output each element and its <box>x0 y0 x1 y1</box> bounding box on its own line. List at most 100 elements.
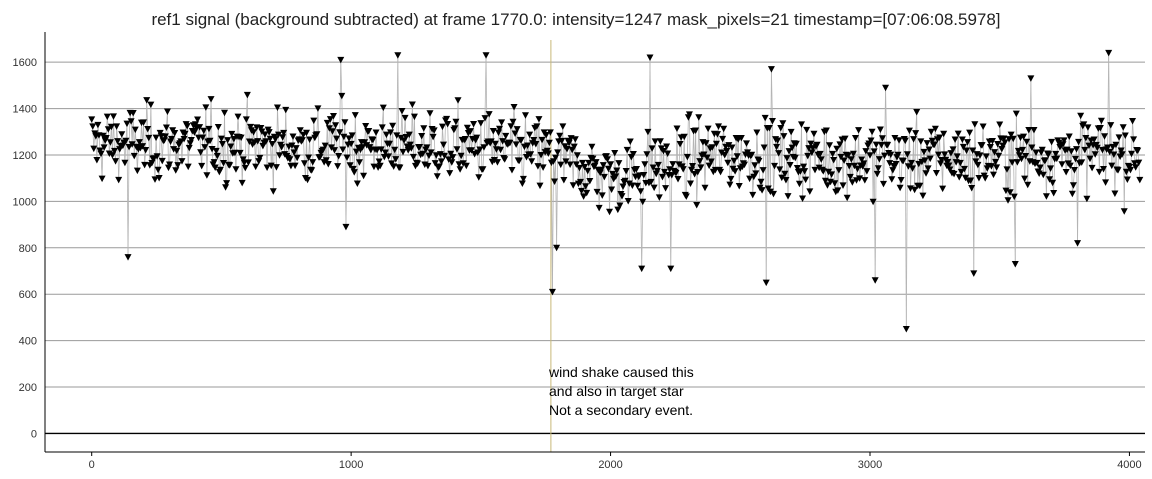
series-connector <box>392 125 395 167</box>
data-point <box>1068 190 1076 198</box>
data-point <box>1030 127 1038 134</box>
data-point <box>172 167 180 174</box>
data-point <box>482 52 490 59</box>
data-point <box>115 176 123 184</box>
data-point <box>940 130 948 138</box>
data-point <box>955 174 963 181</box>
data-point <box>644 128 652 136</box>
data-point <box>208 145 216 153</box>
series-connector <box>1081 125 1084 163</box>
data-point <box>570 143 578 151</box>
series-connector <box>965 150 967 178</box>
series-connector <box>247 141 250 163</box>
data-point <box>663 143 671 150</box>
data-point <box>528 158 536 165</box>
series-connector <box>344 122 347 227</box>
data-point <box>939 185 947 193</box>
series-connector <box>224 112 226 188</box>
data-point <box>262 138 270 145</box>
data-point <box>911 186 919 194</box>
series-connector <box>686 117 689 157</box>
data-point <box>916 182 924 190</box>
data-point <box>871 277 879 284</box>
data-point <box>438 123 446 131</box>
data-point <box>456 166 464 173</box>
data-point <box>639 198 647 206</box>
series-connector <box>574 139 577 165</box>
data-point <box>545 139 553 147</box>
series-connector <box>529 134 532 155</box>
data-point <box>509 118 517 126</box>
data-point <box>227 143 235 150</box>
data-point <box>210 159 218 166</box>
data-point <box>686 180 694 187</box>
data-point <box>869 198 877 206</box>
series-connector <box>885 87 888 145</box>
x-tick-label: 1000 <box>339 459 363 471</box>
data-point <box>861 177 869 184</box>
data-point <box>959 143 967 151</box>
data-point <box>1131 160 1139 167</box>
data-point <box>703 154 711 161</box>
series-connector <box>399 137 402 168</box>
series-connector <box>492 131 495 161</box>
data-point <box>1001 139 1009 146</box>
series-connector <box>345 157 348 227</box>
data-point <box>125 144 133 151</box>
data-point <box>668 172 676 179</box>
data-point <box>313 131 321 138</box>
data-point <box>466 128 474 135</box>
data-point <box>808 149 816 157</box>
data-point <box>1069 182 1077 189</box>
data-point <box>619 183 627 191</box>
data-point <box>406 141 414 149</box>
data-point <box>875 156 883 163</box>
series-connector <box>651 148 654 168</box>
data-point <box>572 161 580 168</box>
data-point <box>1118 151 1126 158</box>
series-connector <box>124 140 127 163</box>
data-point <box>1067 148 1075 155</box>
series-connector <box>842 160 845 186</box>
data-point <box>1075 138 1083 146</box>
data-point <box>536 182 544 190</box>
data-point <box>200 127 208 135</box>
data-point <box>369 136 377 144</box>
series-connector <box>769 69 772 192</box>
data-point <box>953 153 961 160</box>
data-point <box>733 153 741 160</box>
data-point <box>158 157 166 165</box>
data-point <box>685 111 693 118</box>
series-connector <box>813 133 816 170</box>
data-point <box>889 167 897 174</box>
series-connector <box>349 143 352 166</box>
data-point <box>1130 136 1138 143</box>
data-point <box>873 170 881 178</box>
data-point <box>1062 168 1070 176</box>
data-point <box>578 187 586 195</box>
series-connector <box>414 116 416 166</box>
data-point <box>1052 150 1060 158</box>
data-point <box>897 177 905 184</box>
data-point <box>269 188 277 195</box>
data-point <box>815 164 823 172</box>
data-point <box>462 162 470 170</box>
data-point <box>487 138 495 145</box>
data-point <box>1090 136 1098 143</box>
data-point <box>1025 127 1033 134</box>
data-point <box>498 119 506 126</box>
data-point <box>846 173 854 181</box>
series-connector <box>649 57 652 182</box>
data-point <box>1071 155 1079 163</box>
data-point <box>878 135 886 142</box>
data-point <box>792 140 800 148</box>
data-point <box>667 265 675 273</box>
data-point <box>437 158 445 165</box>
data-point <box>771 162 779 170</box>
data-point <box>967 177 975 185</box>
data-point <box>420 125 428 132</box>
data-point <box>1014 147 1022 155</box>
x-tick-label: 0 <box>89 459 95 471</box>
data-point <box>237 134 245 142</box>
data-point <box>946 166 954 173</box>
